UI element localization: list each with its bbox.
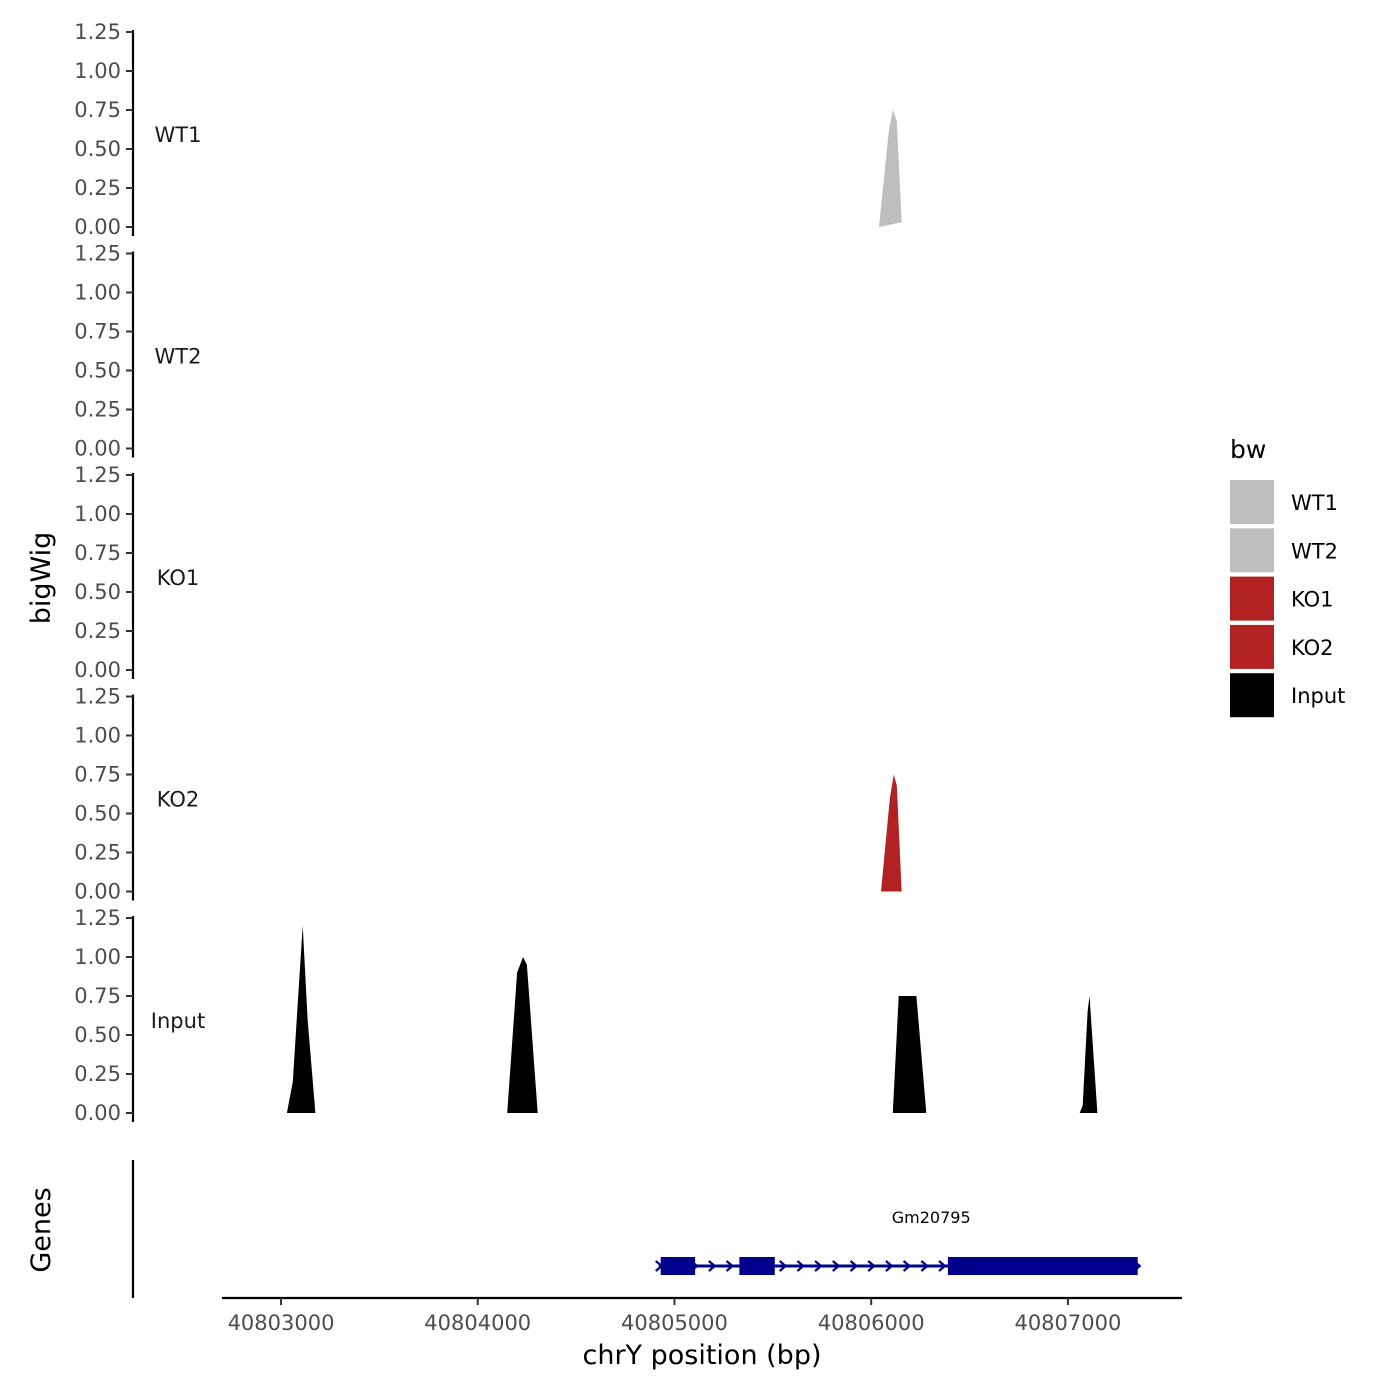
track-wt1: 0.00 0.25 0.50 0.75 1.00 1.25 WT1 [74,20,902,239]
track-wt2: 0.00 0.25 0.50 0.75 1.00 1.25 WT2 [74,242,201,461]
gene-exon [947,1257,1138,1275]
genes-axis-title: Genes [26,1187,57,1272]
legend-swatch [1230,480,1274,524]
strand-chevron [938,1260,947,1272]
strand-chevron [849,1260,859,1272]
y-tick-label: 1.00 [74,945,121,969]
legend-label: WT2 [1291,539,1338,563]
peak-input [286,925,316,1113]
x-axis-title: chrY position (bp) [582,1340,821,1371]
strand-chevron [885,1260,894,1272]
gene-name-label: Gm20795 [892,1208,971,1227]
strand-chevron [902,1260,912,1272]
track-panels: 0.000.250.500.751.001.25WT10.000.250.500… [74,20,1098,1125]
legend-label: KO2 [1291,636,1334,660]
legend-swatch [1230,576,1274,621]
track-ko1: 0.00 0.25 0.50 0.75 1.00 1.25 KO1 [74,463,199,682]
track-label: WT1 [155,123,202,147]
y-tick-label: 1.25 [74,463,121,487]
strand-chevron [725,1260,735,1272]
y-tick-label: 1.25 [74,20,121,44]
peak-ko2 [881,774,902,892]
legend-label: Input [1291,684,1345,708]
x-tick-label: 40807000 [1014,1311,1121,1335]
x-tick-label: 40804000 [424,1311,531,1335]
x-tick-label: 40806000 [818,1311,925,1335]
y-tick-label: 0.00 [74,880,121,904]
y-tick-label: 0.75 [74,320,121,344]
y-tick-label: 0.50 [74,359,121,383]
track-label: KO2 [157,788,200,812]
gene-exon [739,1257,775,1275]
y-tick-label: 1.25 [74,906,121,930]
track-input: 0.00 0.25 0.50 0.75 1.00 1.25 Input [74,906,1098,1125]
y-tick-label: 0.75 [74,763,121,787]
legend-label: KO1 [1291,588,1334,612]
x-tick-label: 40805000 [621,1311,728,1335]
x-tick-label: 40803000 [228,1311,335,1335]
y-tick-label: 1.25 [74,685,121,709]
legend-title: bw [1230,435,1266,464]
strand-chevron [796,1260,806,1272]
strand-chevron [708,1260,717,1272]
y-tick-label: 0.50 [74,1023,121,1047]
legend: bw WT1 WT2 KO1 KO2 Input [1230,435,1345,718]
y-tick-label: 1.00 [74,724,121,748]
y-tick-label: 1.00 [74,281,121,305]
x-axis: 40803000 40804000 40805000 40806000 40807000 [222,1296,1182,1335]
y-tick-label: 0.00 [74,215,121,239]
y-tick-label: 0.00 [74,658,121,682]
strand-chevron [920,1260,930,1272]
y-tick-label: 0.75 [74,984,121,1008]
legend-swatch [1230,624,1274,669]
legend-swatch [1230,528,1274,573]
strand-chevron [832,1260,841,1272]
y-tick-label: 0.00 [74,1101,121,1125]
y-tick-label: 0.25 [74,1062,121,1086]
y-tick-label: 0.50 [74,802,121,826]
y-tick-label: 1.25 [74,242,121,266]
legend-label: WT1 [1291,491,1338,515]
track-label: Input [151,1009,205,1033]
y-tick-label: 1.00 [74,59,121,83]
y-axis-title: bigWig [26,532,57,625]
y-tick-label: 1.00 [74,502,121,526]
track-ko2: 0.00 0.25 0.50 0.75 1.00 1.25 KO2 [74,685,902,904]
y-tick-label: 0.25 [74,176,121,200]
y-tick-label: 0.50 [74,137,121,161]
strand-chevron [867,1260,876,1272]
y-tick-label: 0.50 [74,580,121,604]
peak-input [892,996,927,1113]
y-tick-label: 0.25 [74,841,121,865]
y-tick-label: 0.75 [74,541,121,565]
track-label: WT2 [155,345,202,369]
gene-track: Gm20795 [131,1160,1142,1298]
y-tick-label: 0.00 [74,437,121,461]
y-tick-label: 0.25 [74,619,121,643]
peak-wt1 [879,110,902,227]
y-tick-label: 0.25 [74,398,121,422]
track-label: KO1 [157,566,200,590]
gene-exon [660,1257,696,1275]
strand-chevron [814,1260,823,1272]
peak-input [507,957,538,1113]
peak-input [1079,996,1098,1113]
legend-swatch [1230,673,1274,718]
strand-chevron [778,1260,788,1272]
y-tick-label: 0.75 [74,98,121,122]
